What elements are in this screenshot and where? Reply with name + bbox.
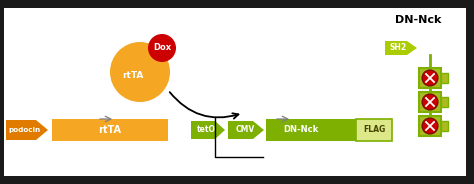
FancyBboxPatch shape (441, 73, 448, 83)
Text: podocin: podocin (8, 127, 40, 133)
FancyArrow shape (385, 41, 417, 55)
FancyBboxPatch shape (419, 68, 441, 88)
FancyBboxPatch shape (4, 8, 215, 176)
FancyBboxPatch shape (178, 8, 466, 176)
Text: CMV: CMV (236, 125, 255, 135)
FancyBboxPatch shape (266, 119, 356, 141)
FancyBboxPatch shape (441, 121, 448, 131)
FancyBboxPatch shape (419, 92, 441, 112)
FancyBboxPatch shape (419, 116, 441, 136)
Text: DN-Nck: DN-Nck (283, 125, 319, 135)
FancyArrow shape (191, 121, 225, 139)
Text: FLAG: FLAG (363, 125, 385, 135)
Text: DN-Nck: DN-Nck (395, 15, 441, 25)
Circle shape (110, 42, 170, 102)
Circle shape (148, 34, 176, 62)
FancyBboxPatch shape (52, 119, 168, 141)
FancyBboxPatch shape (356, 119, 392, 141)
FancyArrow shape (228, 121, 264, 139)
FancyBboxPatch shape (441, 97, 448, 107)
Circle shape (422, 94, 438, 110)
FancyArrow shape (6, 120, 48, 140)
Text: SH2: SH2 (390, 43, 407, 52)
Text: rtTA: rtTA (99, 125, 121, 135)
Text: rtTA: rtTA (122, 72, 144, 81)
Text: Dox: Dox (153, 43, 171, 52)
Circle shape (422, 70, 438, 86)
Text: tetO: tetO (197, 125, 216, 135)
Circle shape (422, 118, 438, 134)
